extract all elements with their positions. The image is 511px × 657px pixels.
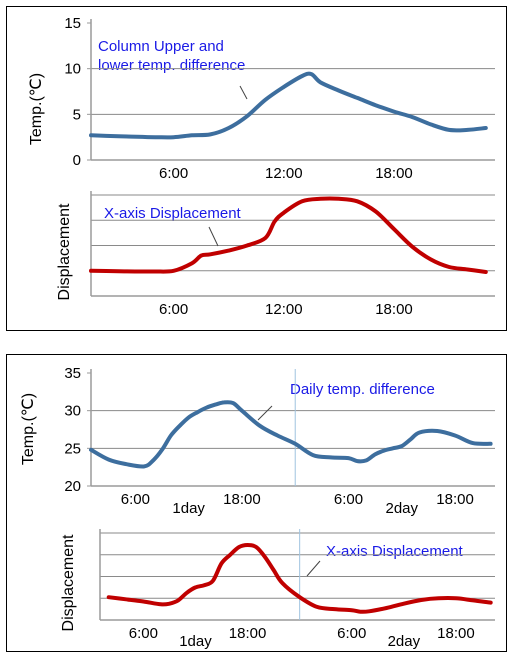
panel-top-svg: Temp.(℃) Column Upper and lower temp. di…: [28, 15, 495, 318]
c3-annotation-leader: [257, 405, 273, 421]
c1-series-line-0: [89, 71, 488, 140]
c1-annotation-leader: [239, 85, 248, 100]
chart-panel-bottom: Temp.(℃) Daily temp. difference Displace…: [6, 354, 507, 652]
c4-series-line-0: [106, 543, 493, 614]
c3-ytick-label-0: 20: [64, 478, 81, 495]
c3-ytick-label-1: 25: [64, 440, 81, 457]
c3-ytick-label-2: 30: [64, 403, 81, 420]
panel-bottom-svg: Temp.(℃) Daily temp. difference Displace…: [20, 365, 495, 650]
c2-xtick-label-2: 18:00: [375, 301, 413, 318]
chart-2-annotation: X-axis Displacement: [104, 205, 242, 222]
chart-4-annotation: X-axis Displacement: [326, 543, 464, 560]
c3-xtick-label-1: 18:00: [223, 491, 261, 508]
c2-annotation-leader: [208, 226, 219, 247]
chart-panel-top: Temp.(℃) Column Upper and lower temp. di…: [6, 6, 507, 331]
chart-1-annotation-line-1: Column Upper and: [98, 38, 224, 55]
c3-series-line-0: [89, 400, 493, 469]
c4-annotation-leader: [306, 560, 321, 577]
c1-plot: 0 5 10 15 6:00 12:00 18:00: [64, 15, 495, 182]
c4-xtick-label-1: 18:00: [229, 625, 267, 642]
c2-xtick-label-1: 12:00: [265, 301, 303, 318]
c1-xtick-label-2: 18:00: [375, 165, 413, 182]
c3-xtick-label-3: 18:00: [436, 491, 474, 508]
c3-ytick-label-3: 35: [64, 365, 81, 382]
c2-series-line-0: [89, 196, 488, 274]
c1-ytick-label-3: 15: [64, 15, 81, 32]
c1-ytick-label-1: 5: [73, 106, 81, 123]
chart-3-ylabel: Temp.(℃): [20, 393, 37, 465]
c4-xtick-label-0: 6:00: [129, 625, 158, 642]
c3-xtick-label-2: 6:00: [334, 491, 363, 508]
c3-plot: 20 25 30 35 6:00 18:00 6:00 18:00 1day 2day: [64, 365, 495, 517]
c2-plot: 6:00 12:00 18:00: [89, 191, 495, 318]
chart-2-ylabel: Displacement: [56, 203, 73, 300]
c4-day-label-0: 1day: [179, 633, 212, 650]
c4-plot: 6:00 18:00 6:00 18:00 1day 2day: [99, 529, 495, 650]
chart-3-annotation: Daily temp. difference: [290, 381, 435, 398]
c2-xtick-label-0: 6:00: [159, 301, 188, 318]
chart-1-ylabel: Temp.(℃): [28, 73, 45, 145]
chart-4-ylabel: Displacement: [60, 534, 77, 631]
c1-xtick-label-1: 12:00: [265, 165, 303, 182]
c3-day-label-1: 2day: [386, 500, 419, 517]
c1-ytick-label-2: 10: [64, 61, 81, 78]
c4-xtick-label-3: 18:00: [437, 625, 475, 642]
c3-day-label-0: 1day: [172, 500, 205, 517]
c1-ytick-label-0: 0: [73, 152, 81, 169]
c1-xtick-label-0: 6:00: [159, 165, 188, 182]
c3-xtick-label-0: 6:00: [121, 491, 150, 508]
c4-day-label-1: 2day: [388, 633, 421, 650]
c4-xtick-label-2: 6:00: [337, 625, 366, 642]
chart-1-annotation-line-2: lower temp. difference: [98, 57, 245, 74]
